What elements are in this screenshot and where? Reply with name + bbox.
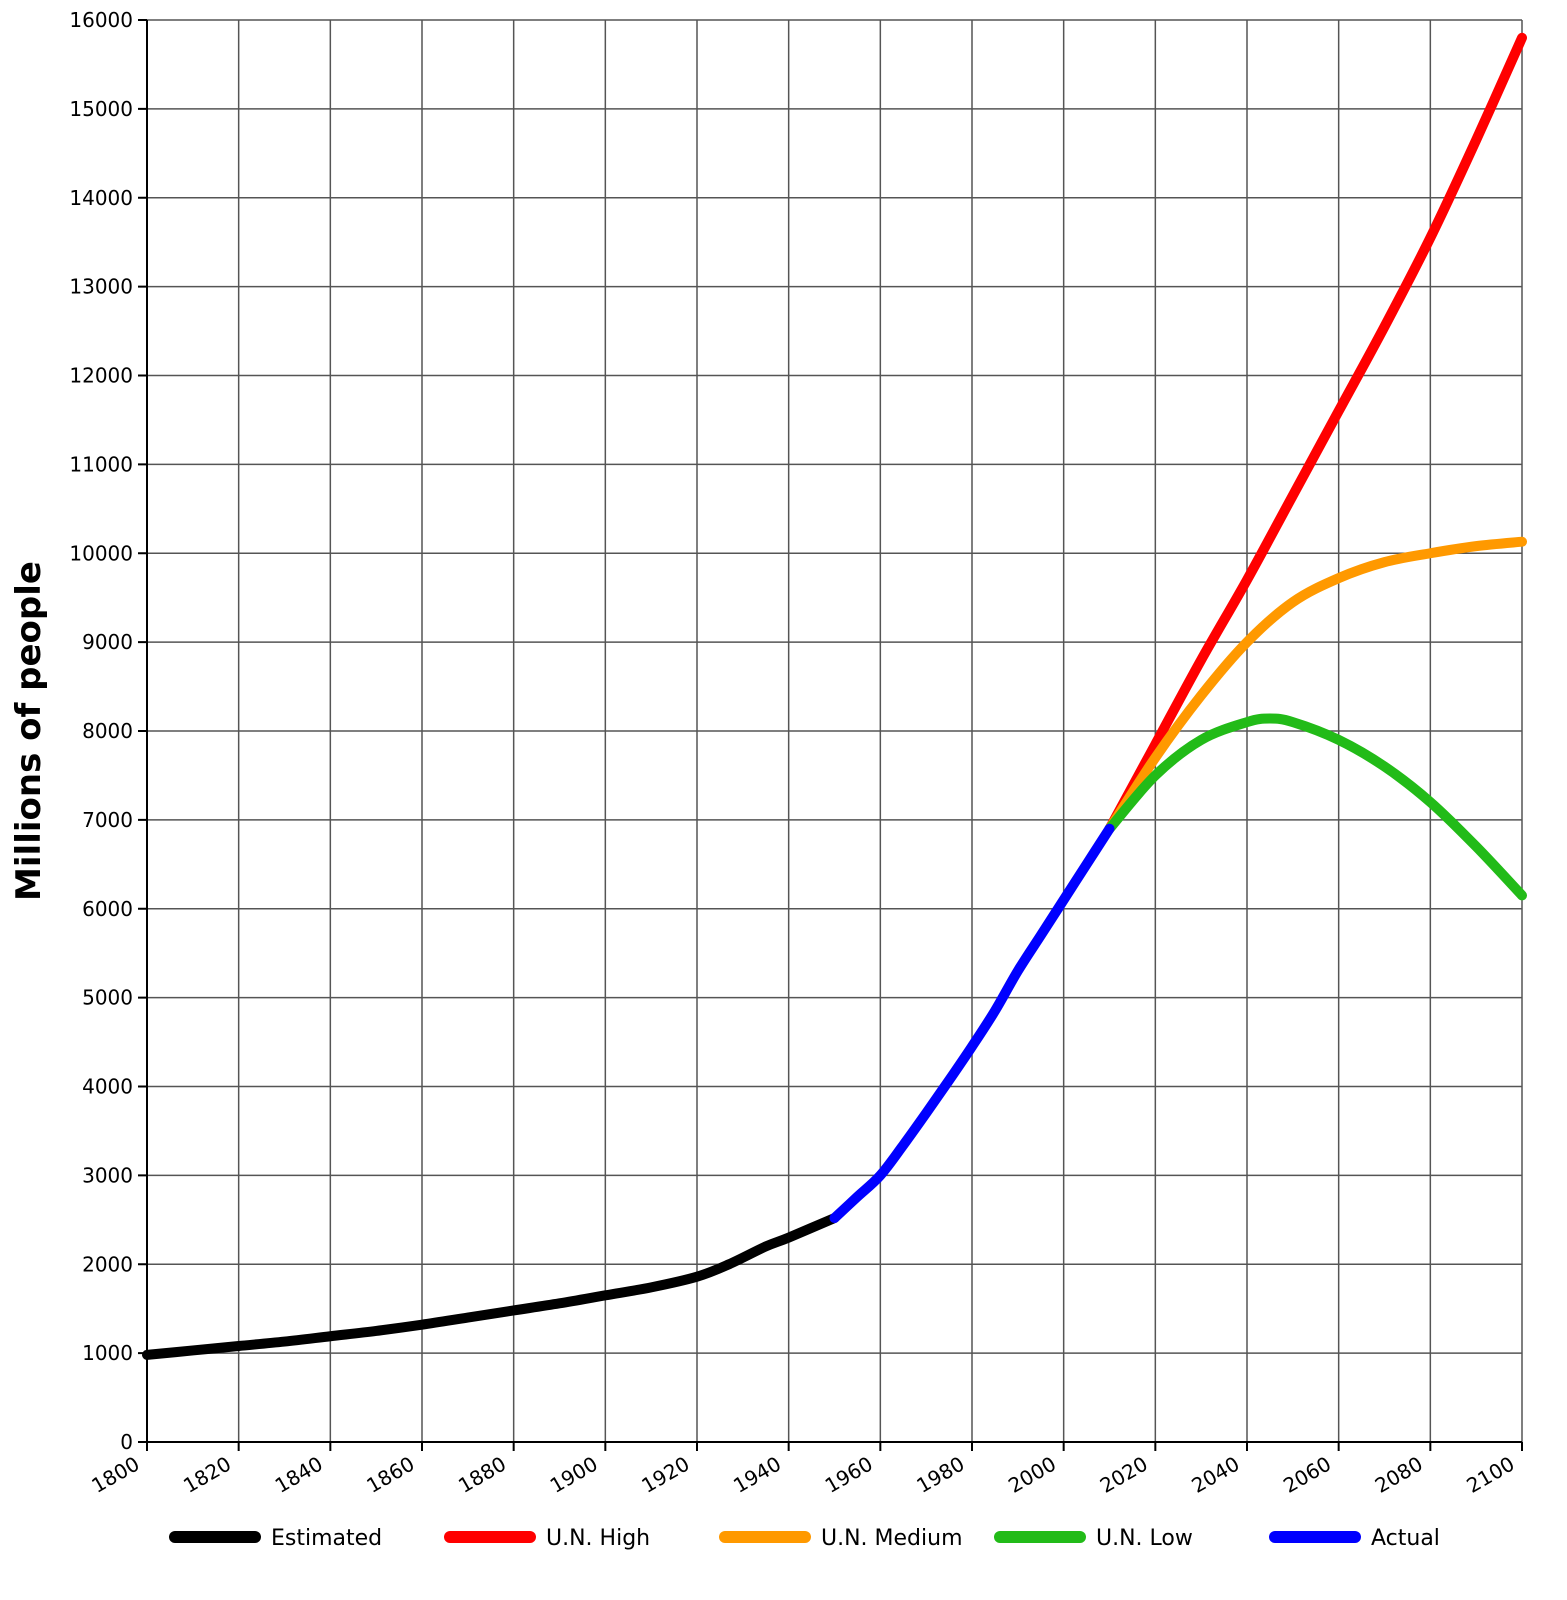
x-tick-label: 2080 — [1371, 1452, 1427, 1498]
x-tick-label: 2000 — [1004, 1452, 1060, 1498]
y-tick-label: 16000 — [69, 8, 133, 32]
x-tick-label: 1900 — [546, 1452, 602, 1498]
x-tick-label: 1940 — [729, 1452, 785, 1498]
y-tick-label: 9000 — [82, 630, 133, 654]
x-tick-label: 1920 — [637, 1452, 693, 1498]
y-tick-label: 6000 — [82, 897, 133, 921]
legend-item: U.N. Low — [994, 1526, 1193, 1551]
legend-label: Actual — [1371, 1526, 1440, 1551]
series-line-u-n-high — [1104, 32, 1527, 834]
legend-item: U.N. High — [444, 1526, 650, 1551]
x-tick-label: 1840 — [271, 1452, 327, 1498]
x-tick-label: 1880 — [454, 1452, 510, 1498]
y-tick-label: 4000 — [82, 1075, 133, 1099]
data-series — [142, 32, 1527, 1360]
x-tick-label: 1980 — [912, 1452, 968, 1498]
x-tick-label: 2040 — [1187, 1452, 1243, 1498]
legend-label: Estimated — [271, 1526, 382, 1551]
series-line-estimated — [142, 1213, 840, 1360]
y-tick-label: 5000 — [82, 986, 133, 1010]
y-tick-label: 12000 — [69, 364, 133, 388]
legend: Estimated U.N. High U.N. Medium U.N. Low Act… — [169, 1526, 1440, 1551]
y-tick-label: 11000 — [69, 452, 133, 476]
y-tick-label: 7000 — [82, 808, 133, 832]
x-tick-label: 1860 — [362, 1452, 418, 1498]
x-tick-label: 2020 — [1096, 1452, 1152, 1498]
y-tick-label: 2000 — [82, 1252, 133, 1276]
y-tick-label: 1000 — [82, 1341, 133, 1365]
grid-lines — [146, 19, 1523, 1443]
x-tick-label: 2100 — [1462, 1452, 1518, 1498]
x-tick-label: 2060 — [1279, 1452, 1335, 1498]
y-tick-label: 8000 — [82, 719, 133, 743]
x-axis-ticks: 1800 1820 1840 1860 1880 1900 1920 1940 1960 1980… — [87, 1442, 1523, 1498]
y-tick-label: 14000 — [69, 186, 133, 210]
y-tick-label: 13000 — [69, 275, 133, 299]
legend-item: Estimated — [169, 1526, 382, 1551]
x-tick-label: 1960 — [821, 1452, 877, 1498]
y-axis-label: Millions of people — [9, 561, 49, 901]
y-tick-label: 0 — [120, 1430, 133, 1454]
series-line-u-n-medium — [1104, 536, 1527, 834]
x-tick-label: 1800 — [87, 1452, 143, 1498]
legend-label: U.N. High — [546, 1526, 650, 1551]
series-line-actual — [829, 823, 1115, 1224]
y-tick-label: 3000 — [82, 1163, 133, 1187]
legend-item: Actual — [1269, 1526, 1440, 1551]
legend-item: U.N. Medium — [719, 1526, 963, 1551]
legend-label: U.N. Low — [1096, 1526, 1193, 1551]
series-line-u-n-low — [1104, 713, 1527, 901]
y-tick-label: 10000 — [69, 541, 133, 565]
x-tick-label: 1820 — [179, 1452, 235, 1498]
y-axis-ticks: 0 1000 2000 3000 4000 5000 6000 7000 8000 9000 100… — [69, 8, 147, 1454]
legend-label: U.N. Medium — [821, 1526, 963, 1551]
y-tick-label: 15000 — [69, 97, 133, 121]
